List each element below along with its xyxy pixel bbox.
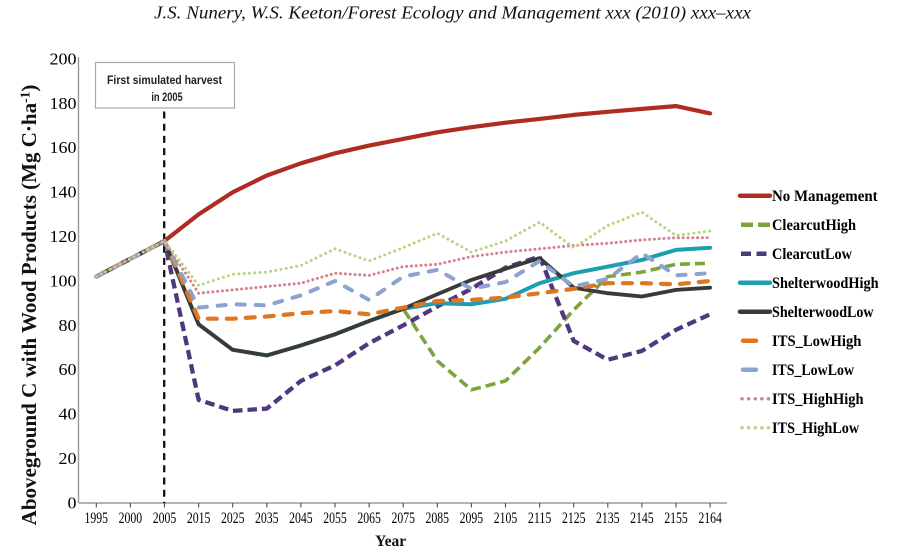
svg-text:2125: 2125 [562, 509, 586, 527]
svg-text:2055: 2055 [323, 509, 347, 527]
svg-text:Aboveground C with Wood Produc: Aboveground C with Wood Products (Mg C·h… [17, 85, 41, 526]
svg-text:2095: 2095 [460, 509, 484, 527]
svg-text:2164: 2164 [698, 509, 722, 527]
svg-text:100: 100 [50, 271, 77, 290]
svg-text:2105: 2105 [494, 509, 518, 527]
svg-text:2045: 2045 [289, 509, 313, 527]
svg-text:0: 0 [68, 493, 77, 512]
svg-text:ITS_HighLow: ITS_HighLow [772, 420, 860, 437]
svg-text:2005: 2005 [153, 509, 177, 527]
svg-text:40: 40 [59, 405, 77, 424]
svg-text:ShelterwoodHigh: ShelterwoodHigh [772, 275, 879, 292]
svg-text:2035: 2035 [255, 509, 279, 527]
svg-text:2145: 2145 [630, 509, 654, 527]
svg-text:160: 160 [50, 138, 77, 157]
svg-text:2025: 2025 [221, 509, 245, 527]
svg-text:ClearcutLow: ClearcutLow [772, 246, 853, 263]
svg-text:in 2005: in 2005 [151, 90, 183, 104]
svg-text:ITS_LowHigh: ITS_LowHigh [772, 333, 862, 350]
svg-text:180: 180 [50, 94, 77, 113]
svg-text:2000: 2000 [119, 509, 143, 527]
svg-text:60: 60 [59, 360, 77, 379]
svg-text:2155: 2155 [664, 509, 688, 527]
svg-text:ITS_HighHigh: ITS_HighHigh [772, 391, 864, 408]
svg-text:2135: 2135 [596, 509, 620, 527]
svg-text:2015: 2015 [187, 509, 211, 527]
svg-text:Year: Year [375, 533, 406, 550]
svg-text:First simulated harvest: First simulated harvest [107, 73, 222, 87]
svg-text:No Management: No Management [772, 188, 878, 205]
svg-text:1995: 1995 [85, 509, 109, 527]
svg-text:ClearcutHigh: ClearcutHigh [772, 217, 856, 234]
svg-text:J.S. Nunery, W.S. Keeton/Fores: J.S. Nunery, W.S. Keeton/Forest Ecology … [154, 3, 751, 23]
svg-text:2065: 2065 [357, 509, 381, 527]
svg-text:ShelterwoodLow: ShelterwoodLow [772, 304, 874, 321]
svg-text:80: 80 [59, 316, 77, 335]
svg-text:2075: 2075 [391, 509, 415, 527]
svg-text:140: 140 [50, 183, 77, 202]
svg-text:2115: 2115 [528, 509, 552, 527]
svg-text:120: 120 [50, 227, 77, 246]
svg-text:200: 200 [50, 49, 77, 68]
svg-text:2085: 2085 [426, 509, 450, 527]
svg-text:ITS_LowLow: ITS_LowLow [772, 362, 855, 379]
svg-text:20: 20 [59, 449, 77, 468]
